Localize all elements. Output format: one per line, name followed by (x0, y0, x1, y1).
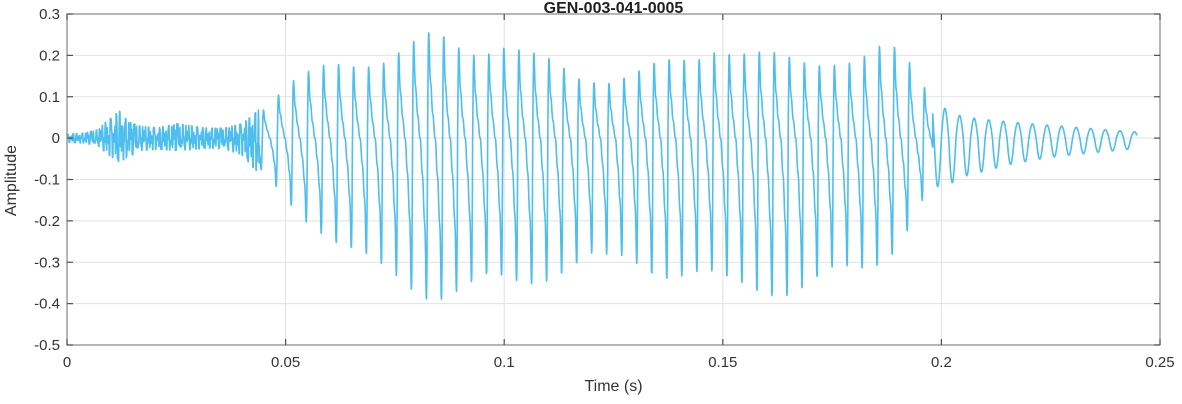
y-tick-label: -0.5 (34, 337, 60, 354)
x-tick-label: 0.1 (494, 354, 515, 371)
x-tick-label: 0.15 (708, 354, 737, 371)
waveform-line (66, 32, 1138, 301)
y-tick-label: -0.2 (34, 213, 60, 230)
y-tick-label: -0.1 (34, 172, 60, 189)
chart-title: GEN-003-041-0005 (543, 0, 684, 17)
y-tick-label: 0.2 (39, 47, 60, 64)
x-axis-label: Time (s) (584, 378, 643, 395)
y-tick-label: 0.1 (39, 89, 60, 106)
x-tick-label: 0.25 (1145, 354, 1174, 371)
x-tick-label: 0.05 (271, 354, 300, 371)
y-tick-label: -0.3 (34, 254, 60, 271)
x-tick-label: 0.2 (931, 354, 952, 371)
y-tick-label: 0 (52, 130, 60, 147)
x-tick-label: 0 (63, 354, 71, 371)
y-tick-label: 0.3 (39, 6, 60, 23)
y-tick-label: -0.4 (34, 296, 60, 313)
